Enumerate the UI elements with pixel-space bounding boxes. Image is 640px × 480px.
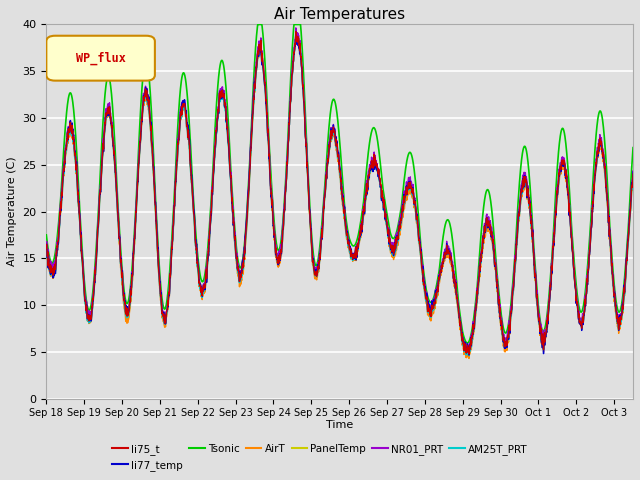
FancyBboxPatch shape: [46, 36, 155, 81]
Y-axis label: Air Temperature (C): Air Temperature (C): [7, 157, 17, 266]
Legend: li75_t, li77_temp, Tsonic, AirT, PanelTemp, NR01_PRT, AM25T_PRT: li75_t, li77_temp, Tsonic, AirT, PanelTe…: [108, 439, 532, 475]
Text: WP_flux: WP_flux: [76, 51, 126, 65]
X-axis label: Time: Time: [326, 420, 353, 430]
Title: Air Temperatures: Air Temperatures: [274, 7, 405, 22]
